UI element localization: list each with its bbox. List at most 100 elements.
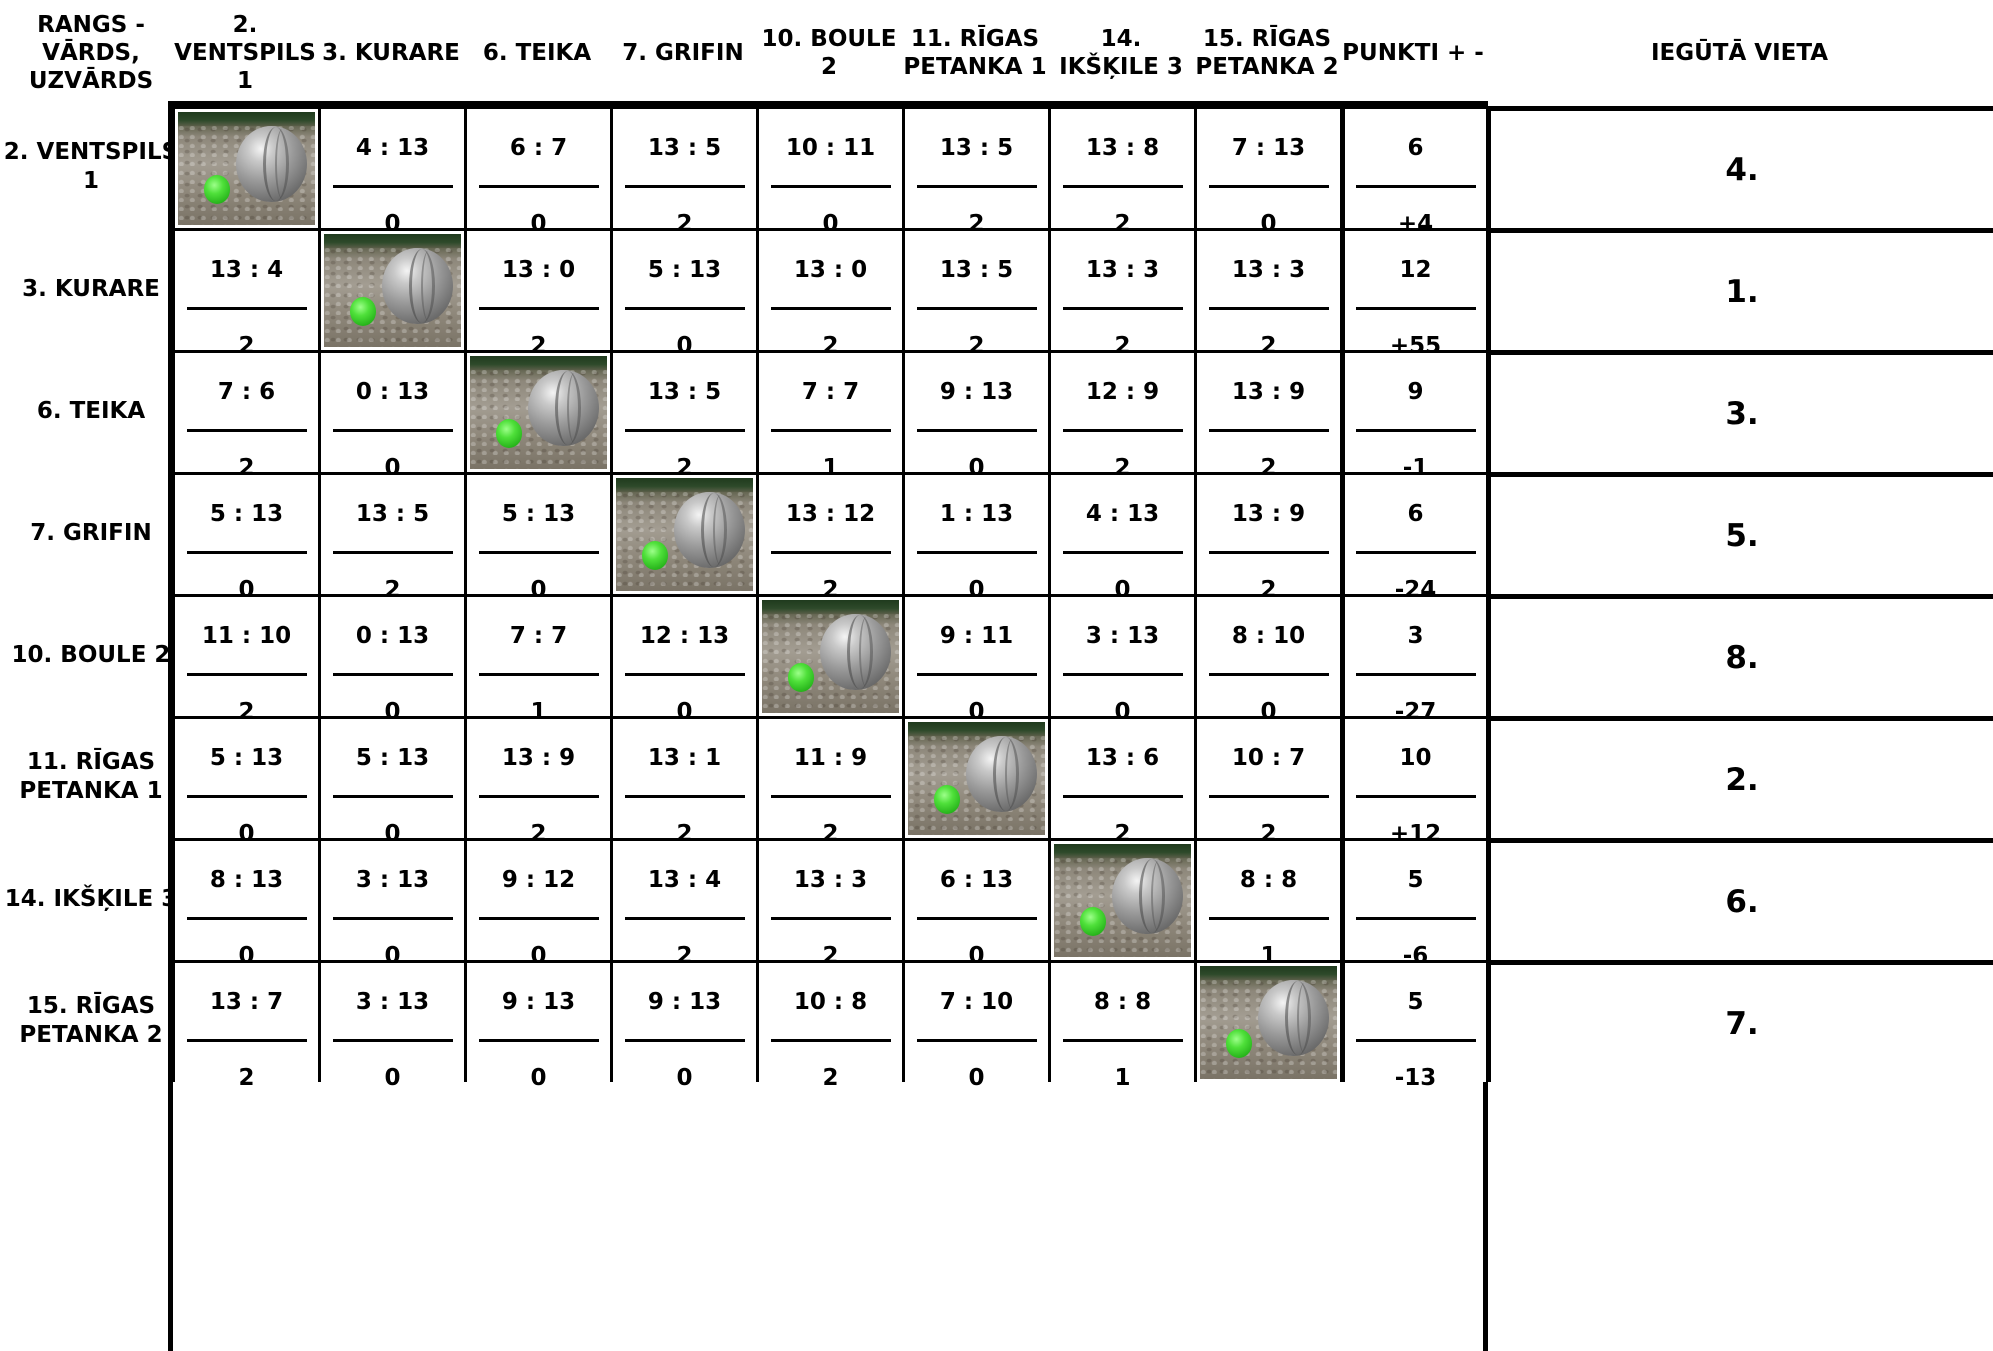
result-cell: 5 : 13 0 bbox=[318, 716, 464, 847]
divider-line bbox=[1062, 307, 1183, 310]
divider-line bbox=[624, 795, 745, 798]
divider-line bbox=[916, 1039, 1037, 1042]
boule-photo bbox=[762, 600, 899, 713]
ball-groove bbox=[567, 372, 582, 444]
divider-line bbox=[478, 551, 599, 554]
points-cell: 6 +4 bbox=[1340, 106, 1486, 237]
result-cell: 9 : 13 0 bbox=[464, 960, 610, 1091]
match-score: 13 : 3 bbox=[1085, 257, 1160, 283]
divider-line bbox=[332, 429, 453, 432]
result-cell: 9 : 13 0 bbox=[902, 350, 1048, 481]
divider-line bbox=[624, 185, 745, 188]
match-score: 13 : 4 bbox=[647, 867, 722, 893]
photo-trees bbox=[324, 234, 461, 248]
row-label-team: 10. BOULE 2 bbox=[11, 641, 171, 668]
match-score: 0 : 13 bbox=[355, 623, 430, 649]
divider-line bbox=[478, 1039, 599, 1042]
divider-line bbox=[332, 185, 453, 188]
points-cell: 5 -6 bbox=[1340, 838, 1486, 969]
match-score: 13 : 1 bbox=[647, 745, 722, 771]
result-cell: 3 : 13 0 bbox=[318, 960, 464, 1091]
column-header-team: 15. RĪGAS PETANKA 2 bbox=[1195, 26, 1339, 80]
match-score: 11 : 10 bbox=[201, 623, 292, 649]
divider-line bbox=[624, 1039, 745, 1042]
boule-ball-icon bbox=[381, 247, 453, 325]
boule-ball-icon bbox=[1111, 857, 1183, 935]
boule-photo bbox=[908, 722, 1045, 835]
result-cell: 8 : 8 1 bbox=[1048, 960, 1194, 1091]
result-cell: 9 : 11 0 bbox=[902, 594, 1048, 725]
divider-line bbox=[1355, 185, 1476, 188]
divider-line bbox=[624, 429, 745, 432]
points-cell: 5 -13 bbox=[1340, 960, 1486, 1091]
result-cell: 11 : 10 2 bbox=[172, 594, 318, 725]
boule-photo bbox=[178, 112, 315, 225]
ball-groove bbox=[713, 494, 728, 566]
row-label-team: 11. RĪGAS PETANKA 1 bbox=[19, 749, 163, 804]
header-corner: RANGS - VĀRDS, UZVĀRDS bbox=[28, 12, 154, 94]
place-cell: 2. bbox=[1486, 716, 1993, 838]
jack-ball-icon bbox=[350, 297, 377, 326]
photo-trees bbox=[908, 722, 1045, 736]
divider-line bbox=[1062, 795, 1183, 798]
boule-ball-icon bbox=[673, 491, 745, 569]
ball-groove bbox=[421, 250, 436, 322]
divider-line bbox=[770, 551, 891, 554]
result-cell: 6 : 13 0 bbox=[902, 838, 1048, 969]
column-header-team: 6. TEIKA bbox=[482, 40, 592, 66]
divider-line bbox=[916, 185, 1037, 188]
result-cell: 5 : 13 0 bbox=[172, 716, 318, 847]
points-cell: 9 -1 bbox=[1340, 350, 1486, 481]
match-points: 1 bbox=[1114, 1065, 1131, 1091]
match-score: 4 : 13 bbox=[355, 135, 430, 161]
match-score: 13 : 6 bbox=[1085, 745, 1160, 771]
result-cell: 5 : 13 0 bbox=[464, 472, 610, 603]
divider-line bbox=[1355, 429, 1476, 432]
jack-ball-icon bbox=[1226, 1029, 1253, 1058]
match-score: 13 : 3 bbox=[793, 867, 868, 893]
match-score: 9 : 13 bbox=[501, 989, 576, 1015]
match-score: 13 : 0 bbox=[793, 257, 868, 283]
divider-line bbox=[624, 917, 745, 920]
column-header-place: IEGŪTĀ VIETA bbox=[1650, 40, 1829, 66]
match-score: 9 : 13 bbox=[647, 989, 722, 1015]
result-cell: 4 : 13 0 bbox=[1048, 472, 1194, 603]
divider-line bbox=[1062, 429, 1183, 432]
divider-line bbox=[916, 917, 1037, 920]
boule-ball-icon bbox=[1257, 979, 1329, 1057]
divider-line bbox=[1355, 307, 1476, 310]
photo-trees bbox=[616, 478, 753, 492]
divider-line bbox=[1208, 429, 1329, 432]
divider-line bbox=[1355, 551, 1476, 554]
match-points: 2 bbox=[822, 1065, 839, 1091]
match-score: 5 : 13 bbox=[501, 501, 576, 527]
divider-line bbox=[478, 185, 599, 188]
place-cell: 8. bbox=[1486, 594, 1993, 716]
divider-line bbox=[1208, 551, 1329, 554]
self-match-cell bbox=[902, 716, 1048, 838]
divider-line bbox=[478, 795, 599, 798]
match-score: 12 : 13 bbox=[639, 623, 730, 649]
self-match-cell bbox=[464, 350, 610, 472]
result-cell: 13 : 7 2 bbox=[172, 960, 318, 1091]
match-score: 13 : 9 bbox=[1231, 501, 1306, 527]
match-score: 13 : 5 bbox=[939, 257, 1014, 283]
match-score: 3 : 13 bbox=[355, 867, 430, 893]
match-score: 13 : 5 bbox=[355, 501, 430, 527]
divider-line bbox=[916, 429, 1037, 432]
column-header-team: 11. RĪGAS PETANKA 1 bbox=[903, 26, 1047, 80]
row-label-team: 7. GRIFIN bbox=[30, 519, 152, 546]
points-cell: 10 +12 bbox=[1340, 716, 1486, 847]
divider-line bbox=[770, 1039, 891, 1042]
boule-photo bbox=[616, 478, 753, 591]
